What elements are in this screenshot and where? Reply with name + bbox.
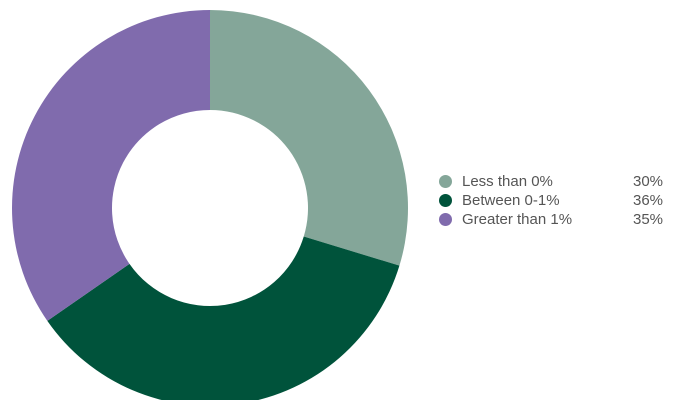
legend-item-greater-than-1: Greater than 1% 35%: [436, 210, 682, 229]
legend-label-less-than-0: Less than 0%: [462, 173, 553, 190]
legend-swatch-less-than-0: [439, 175, 452, 188]
donut-chart: [11, 10, 409, 400]
legend-item-between-0-1: Between 0-1% 36%: [436, 191, 682, 210]
legend-value-less-than-0: 30%: [633, 173, 664, 190]
legend-value-between-0-1: 36%: [633, 192, 664, 209]
donut-slice-less-than-0: [210, 10, 409, 266]
legend-value-greater-than-1: 35%: [633, 211, 664, 228]
donut-slice-between-0-1: [47, 236, 400, 400]
legend-item-less-than-0: Less than 0% 30%: [436, 172, 682, 191]
donut-slice-greater-than-1: [11, 10, 210, 321]
legend-swatch-between-0-1: [439, 194, 452, 207]
legend-label-between-0-1: Between 0-1%: [462, 192, 560, 209]
legend-swatch-greater-than-1: [439, 213, 452, 226]
chart-legend: Less than 0% 30% Between 0-1% 36% Greate…: [436, 172, 682, 229]
legend-label-greater-than-1: Greater than 1%: [462, 211, 573, 228]
